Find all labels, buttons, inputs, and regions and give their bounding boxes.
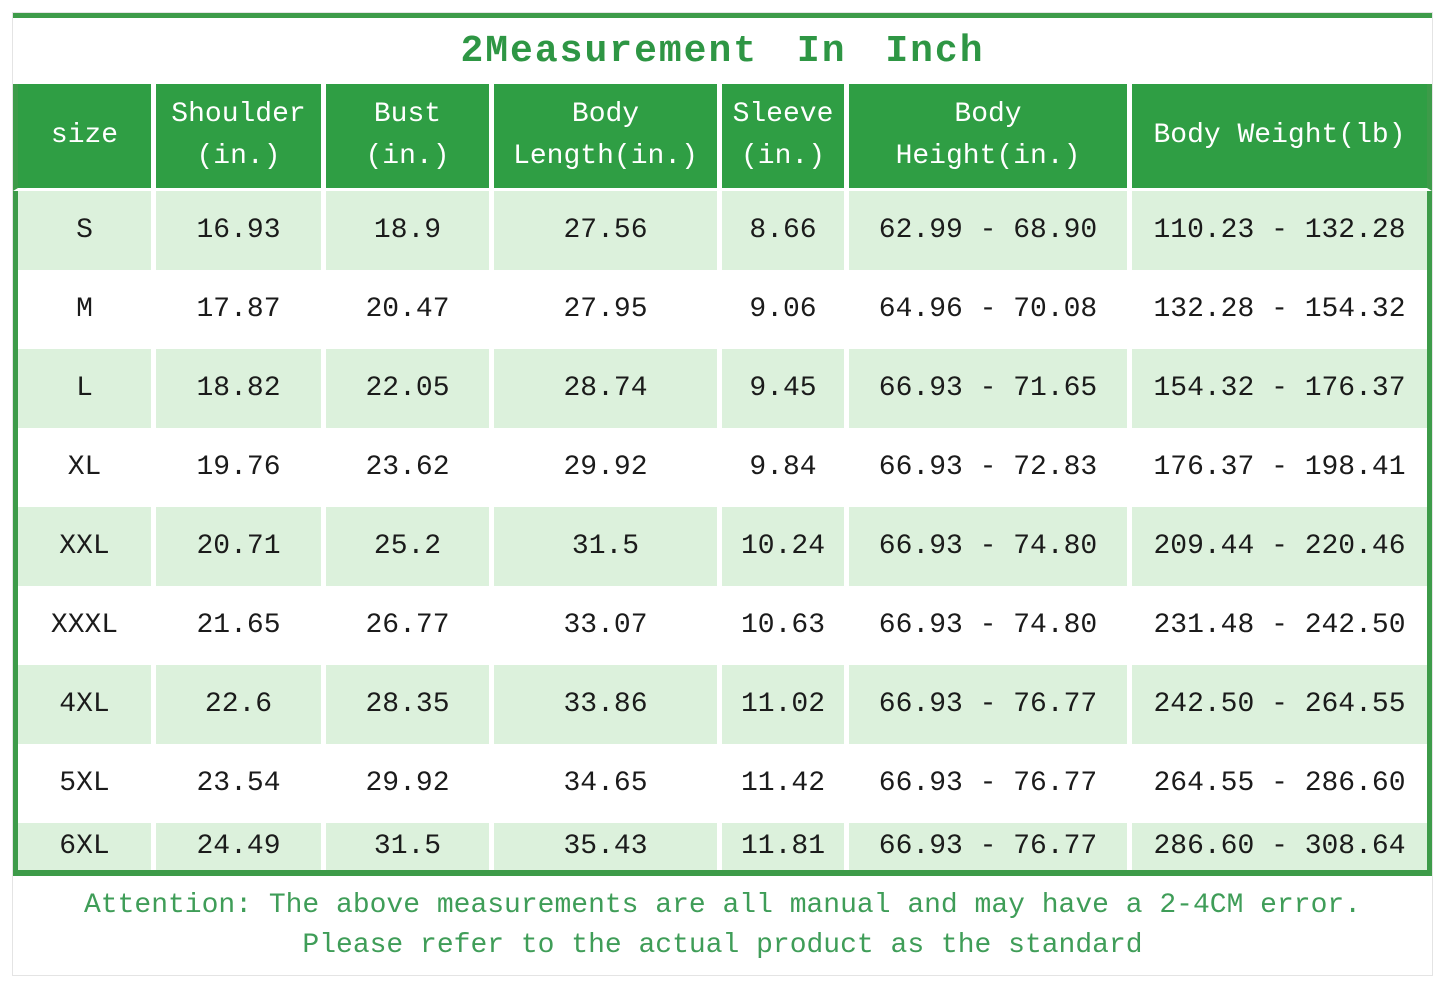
size-label: S [18, 191, 151, 270]
body-height-value: 66.93 - 76.77 [849, 665, 1127, 744]
size-chart-panel: 2Measurement In Inch size Shoulder (in.)… [12, 12, 1433, 976]
body-length-value: 34.65 [494, 744, 717, 823]
table-row-l: L 18.82 22.05 28.74 9.45 66.93 - 71.65 1… [13, 349, 1432, 428]
body-weight-value: 231.48 - 242.50 [1132, 586, 1427, 665]
body-weight-value: 132.28 - 154.32 [1132, 270, 1427, 349]
body-height-value: 66.93 - 76.77 [849, 823, 1127, 870]
sleeve-value: 9.84 [722, 428, 844, 507]
attention-line-1: Attention: The above measurements are al… [83, 890, 1361, 921]
shoulder-value: 21.65 [156, 586, 321, 665]
chart-title: 2Measurement In Inch [460, 29, 985, 73]
body-weight-value: 286.60 - 308.64 [1132, 823, 1427, 870]
body-length-value: 28.74 [494, 349, 717, 428]
column-header-bust: Bust (in.) [326, 84, 489, 188]
body-weight-value: 209.44 - 220.46 [1132, 507, 1427, 586]
sleeve-value: 11.81 [722, 823, 844, 870]
sleeve-value: 10.63 [722, 586, 844, 665]
body-height-value: 62.99 - 68.90 [849, 191, 1127, 270]
body-weight-value: 242.50 - 264.55 [1132, 665, 1427, 744]
column-header-body-weight: Body Weight(lb) [1132, 84, 1427, 188]
table-row-5xl: 5XL 23.54 29.92 34.65 11.42 66.93 - 76.7… [13, 744, 1432, 823]
sleeve-value: 11.42 [722, 744, 844, 823]
bust-value: 31.5 [326, 823, 489, 870]
size-label: 6XL [18, 823, 151, 870]
body-weight-value: 264.55 - 286.60 [1132, 744, 1427, 823]
size-label: XXXL [18, 586, 151, 665]
bust-value: 23.62 [326, 428, 489, 507]
bust-value: 22.05 [326, 349, 489, 428]
panel-top-border [13, 13, 1432, 18]
body-height-value: 66.93 - 74.80 [849, 586, 1127, 665]
bust-value: 18.9 [326, 191, 489, 270]
shoulder-value: 16.93 [156, 191, 321, 270]
body-height-value: 66.93 - 72.83 [849, 428, 1127, 507]
sleeve-value: 8.66 [722, 191, 844, 270]
bust-value: 25.2 [326, 507, 489, 586]
body-length-value: 33.86 [494, 665, 717, 744]
body-length-value: 27.56 [494, 191, 717, 270]
body-height-value: 66.93 - 76.77 [849, 744, 1127, 823]
column-header-body-length: Body Length(in.) [494, 84, 717, 188]
table-row-xl: XL 19.76 23.62 29.92 9.84 66.93 - 72.83 … [13, 428, 1432, 507]
column-header-body-height: Body Height(in.) [849, 84, 1127, 188]
body-weight-value: 176.37 - 198.41 [1132, 428, 1427, 507]
body-height-value: 66.93 - 71.65 [849, 349, 1127, 428]
attention-note: Attention: The above measurements are al… [13, 876, 1432, 975]
table-header-row: size Shoulder (in.) Bust (in.) Body Leng… [13, 84, 1432, 191]
size-label: M [18, 270, 151, 349]
shoulder-value: 19.76 [156, 428, 321, 507]
body-weight-value: 110.23 - 132.28 [1132, 191, 1427, 270]
bust-value: 26.77 [326, 586, 489, 665]
sleeve-value: 10.24 [722, 507, 844, 586]
bust-value: 20.47 [326, 270, 489, 349]
body-height-value: 66.93 - 74.80 [849, 507, 1127, 586]
shoulder-value: 20.71 [156, 507, 321, 586]
bust-value: 29.92 [326, 744, 489, 823]
shoulder-value: 24.49 [156, 823, 321, 870]
sleeve-value: 9.45 [722, 349, 844, 428]
column-header-shoulder: Shoulder (in.) [156, 84, 321, 188]
body-weight-value: 154.32 - 176.37 [1132, 349, 1427, 428]
table-row-m: M 17.87 20.47 27.95 9.06 64.96 - 70.08 1… [13, 270, 1432, 349]
table-row-xxl: XXL 20.71 25.2 31.5 10.24 66.93 - 74.80 … [13, 507, 1432, 586]
table-row-4xl: 4XL 22.6 28.35 33.86 11.02 66.93 - 76.77… [13, 665, 1432, 744]
column-header-sleeve: Sleeve (in.) [722, 84, 844, 188]
shoulder-value: 23.54 [156, 744, 321, 823]
table-row-s: S 16.93 18.9 27.56 8.66 62.99 - 68.90 11… [13, 191, 1432, 270]
bust-value: 28.35 [326, 665, 489, 744]
size-label: XL [18, 428, 151, 507]
body-length-value: 33.07 [494, 586, 717, 665]
sleeve-value: 11.02 [722, 665, 844, 744]
table-bottom-border [13, 870, 1432, 876]
body-length-value: 31.5 [494, 507, 717, 586]
body-length-value: 27.95 [494, 270, 717, 349]
table-row-6xl: 6XL 24.49 31.5 35.43 11.81 66.93 - 76.77… [13, 823, 1432, 870]
column-header-size: size [18, 84, 151, 188]
size-label: L [18, 349, 151, 428]
attention-line-2: Please refer to the actual product as th… [302, 930, 1143, 961]
body-height-value: 64.96 - 70.08 [849, 270, 1127, 349]
table-row-xxxl: XXXL 21.65 26.77 33.07 10.63 66.93 - 74.… [13, 586, 1432, 665]
sleeve-value: 9.06 [722, 270, 844, 349]
table-body: S 16.93 18.9 27.56 8.66 62.99 - 68.90 11… [13, 191, 1432, 870]
shoulder-value: 17.87 [156, 270, 321, 349]
body-length-value: 35.43 [494, 823, 717, 870]
size-label: XXL [18, 507, 151, 586]
shoulder-value: 22.6 [156, 665, 321, 744]
shoulder-value: 18.82 [156, 349, 321, 428]
size-label: 4XL [18, 665, 151, 744]
size-label: 5XL [18, 744, 151, 823]
body-length-value: 29.92 [494, 428, 717, 507]
